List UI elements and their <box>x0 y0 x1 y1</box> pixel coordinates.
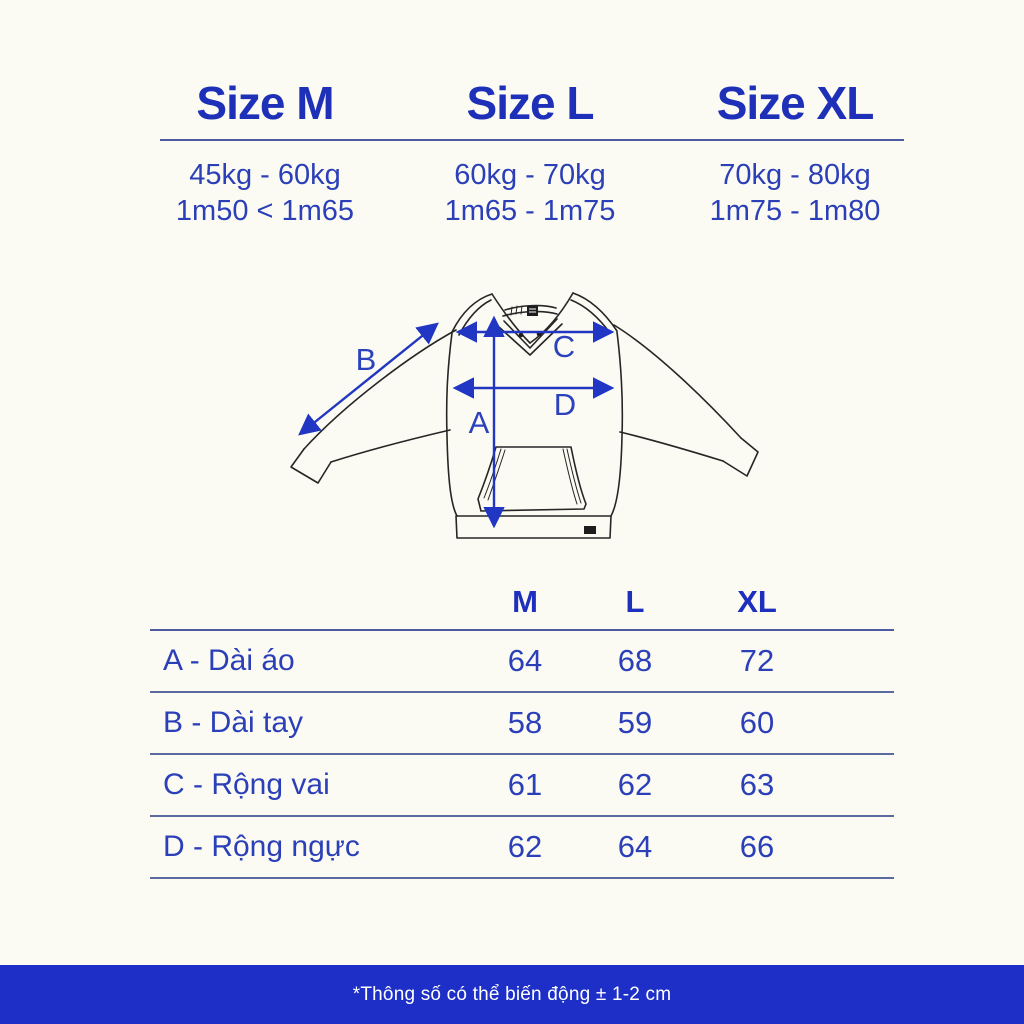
row-b-l: 59 <box>617 705 653 740</box>
footer-bar: *Thông số có thể biến động ± 1-2 cm <box>0 965 1024 1024</box>
table-header-row: M L XL <box>150 575 894 631</box>
collar-label <box>527 306 538 316</box>
row-d-m: 62 <box>507 829 543 864</box>
row-b-xl: 60 <box>739 705 775 740</box>
row-a-label: A - Dài áo <box>163 644 295 677</box>
row-d-xl: 66 <box>739 829 775 864</box>
row-a-m: 64 <box>507 643 543 678</box>
hoodie-outline <box>290 292 759 539</box>
arrow-b-sleeve <box>298 322 439 436</box>
size-column-xl: Size XL <box>660 80 930 126</box>
table-header-m: M <box>512 584 538 619</box>
size-l-ranges: 60kg - 70kg 1m65 - 1m75 <box>395 157 665 229</box>
row-c-xl: 63 <box>739 767 775 802</box>
size-l-title: Size L <box>466 77 595 129</box>
table-header-xl: XL <box>737 584 777 619</box>
size-xl-ranges: 70kg - 80kg 1m75 - 1m80 <box>660 157 930 229</box>
header-divider-line <box>160 139 904 141</box>
row-c-label: C - Rộng vai <box>163 768 330 801</box>
size-column-l: Size L <box>395 80 665 126</box>
size-column-m: Size M <box>130 80 400 126</box>
measurement-arrows <box>298 315 615 529</box>
row-b-label: B - Dài tay <box>163 706 304 739</box>
table-row-c: C - Rộng vai 61 62 63 <box>150 755 894 817</box>
measurement-letters: A B C D <box>356 329 577 440</box>
row-a-l: 68 <box>617 643 653 678</box>
table-row-d: D - Rộng ngực 62 64 66 <box>150 817 894 879</box>
row-c-m: 61 <box>507 767 543 802</box>
size-m-title: Size M <box>196 77 334 129</box>
hoodie-measurement-diagram: A B C D <box>80 258 940 583</box>
table-row-b: B - Dài tay 58 59 60 <box>150 693 894 755</box>
size-m-height-range: 1m50 < 1m65 <box>175 195 355 227</box>
label-b: B <box>356 342 377 377</box>
hem-label <box>584 526 596 534</box>
table-row-a: A - Dài áo 64 68 72 <box>150 631 894 693</box>
size-l-weight-range: 60kg - 70kg <box>454 159 606 191</box>
size-xl-title: Size XL <box>716 77 875 129</box>
row-c-l: 62 <box>617 767 653 802</box>
size-m-weight-range: 45kg - 60kg <box>189 159 341 191</box>
label-a: A <box>469 405 490 440</box>
size-m-ranges: 45kg - 60kg 1m50 < 1m65 <box>130 157 400 229</box>
label-c: C <box>553 329 575 364</box>
label-d: D <box>554 387 576 422</box>
row-d-l: 64 <box>617 829 653 864</box>
table-header-l: L <box>625 584 645 619</box>
size-xl-height-range: 1m75 - 1m80 <box>709 195 881 227</box>
row-a-xl: 72 <box>739 643 775 678</box>
row-d-label: D - Rộng ngực <box>163 830 360 863</box>
size-l-height-range: 1m65 - 1m75 <box>444 195 616 227</box>
hoodie-diagram-svg: A B C D <box>290 292 759 539</box>
measurement-table: M L XL A - Dài áo 64 68 72 B - Dài tay 5… <box>150 575 894 879</box>
row-b-m: 58 <box>507 705 543 740</box>
footer-note: *Thông số có thể biến động ± 1-2 cm <box>352 984 672 1005</box>
size-xl-weight-range: 70kg - 80kg <box>719 159 871 191</box>
